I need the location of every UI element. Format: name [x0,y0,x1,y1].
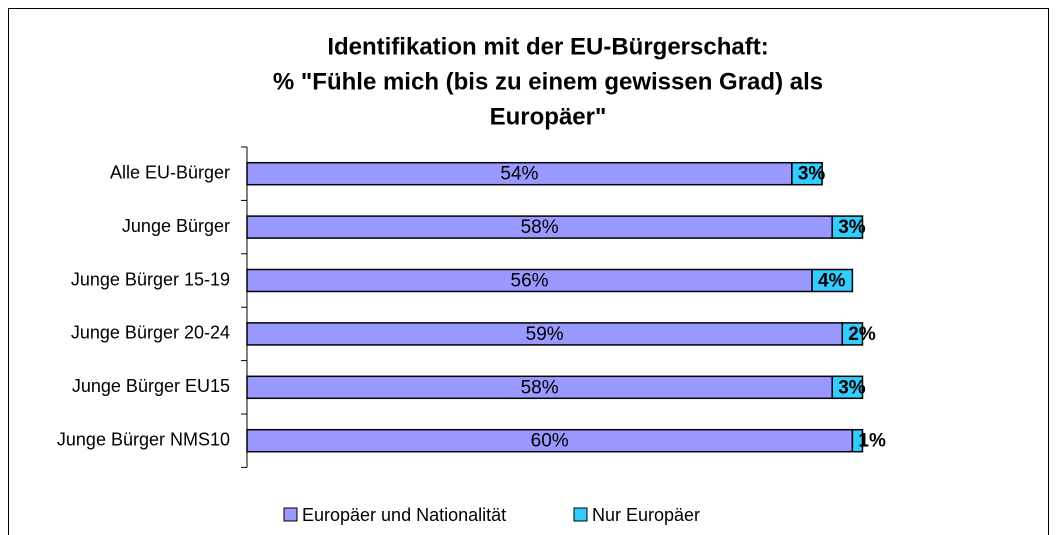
data-label: 3% [798,164,826,185]
data-label: 54% [500,164,538,185]
data-label: 58% [521,377,559,398]
legend-swatch [283,507,298,522]
bar-segment [851,428,864,453]
bar-segment [811,268,854,293]
category-label: Junge Bürger [122,216,230,236]
category-label: Alle EU-Bürger [110,162,230,182]
data-label: 1% [858,431,886,452]
data-label: 3% [838,217,866,238]
category-label: Junge Bürger EU15 [72,376,230,396]
category-label: Junge Bürger NMS10 [57,429,230,449]
data-label: 58% [521,217,559,238]
bar-segment [791,161,823,186]
bar-segment [831,375,864,400]
legend-label: Europäer und Nationalität [302,505,506,525]
data-label: 60% [531,431,569,452]
legend-swatch [573,507,588,522]
chart-title: % "Fühle mich (bis zu einem gewissen Gra… [273,68,823,95]
category-label: Junge Bürger 20-24 [71,323,230,343]
data-label: 4% [818,271,846,292]
data-label: 56% [511,271,549,292]
legend-label: Nur Europäer [592,505,700,525]
chart-title: Identifikation mit der EU-Bürgerschaft: [327,33,768,60]
chart-frame [8,8,1049,535]
category-label: Junge Bürger 15-19 [71,269,230,289]
bar-segment [831,215,864,239]
data-label: 59% [526,324,564,345]
bar-segment [841,322,864,346]
data-label: 2% [848,324,876,345]
data-label: 3% [838,377,866,398]
chart-title: Europäer" [490,103,607,130]
